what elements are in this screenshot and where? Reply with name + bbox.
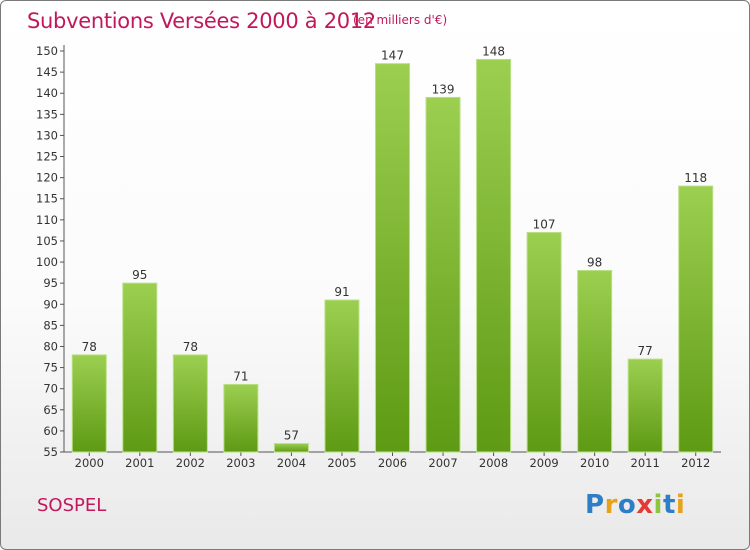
bar [526, 232, 562, 453]
bar [172, 354, 208, 453]
x-tick-label: 2000 [75, 456, 104, 470]
data-label: 98 [587, 255, 602, 269]
x-tick-label: 2011 [631, 456, 660, 470]
data-label: 147 [381, 49, 404, 63]
y-tick-label: 60 [43, 424, 58, 438]
y-tick-label: 130 [36, 128, 58, 142]
y-tick-label: 115 [36, 192, 58, 206]
x-tick-label: 2009 [529, 456, 558, 470]
bar [627, 358, 663, 453]
y-tick-label: 105 [36, 234, 58, 248]
y-tick-label: 65 [43, 403, 58, 417]
y-tick-label: 80 [43, 339, 58, 353]
bar [577, 269, 613, 453]
x-tick-label: 2004 [277, 456, 306, 470]
data-label: 118 [684, 171, 707, 185]
x-tick-label: 2002 [176, 456, 205, 470]
y-tick-label: 135 [36, 107, 58, 121]
data-label: 57 [284, 429, 299, 443]
proxiti-logo: Proxiti [585, 490, 686, 520]
bar [71, 354, 107, 453]
bar [273, 443, 309, 453]
data-label: 95 [132, 268, 147, 282]
x-tick-label: 2010 [580, 456, 609, 470]
y-tick-label: 145 [36, 65, 58, 79]
x-tick-label: 2003 [226, 456, 255, 470]
x-tick-label: 2001 [125, 456, 154, 470]
bar [425, 96, 461, 453]
x-tick-label: 2006 [378, 456, 407, 470]
y-tick-label: 110 [36, 213, 58, 227]
y-tick-label: 55 [43, 445, 58, 459]
y-tick-label: 75 [43, 361, 58, 375]
bar [223, 383, 259, 453]
x-tick-label: 2005 [327, 456, 356, 470]
y-tick-label: 125 [36, 150, 58, 164]
data-label: 148 [482, 44, 505, 58]
data-label: 78 [82, 340, 97, 354]
data-label: 78 [183, 340, 198, 354]
bar [678, 185, 714, 453]
commune-name: SOSPEL [37, 495, 107, 516]
y-tick-label: 150 [36, 44, 58, 58]
chart-title: Subventions Versées 2000 à 2012 [27, 9, 376, 33]
bar [375, 63, 410, 453]
x-tick-label: 2007 [428, 456, 457, 470]
data-label: 77 [638, 344, 653, 358]
y-tick-label: 70 [43, 382, 58, 396]
x-tick-label: 2012 [681, 456, 710, 470]
chart-unit: (en milliers d'€) [353, 13, 448, 27]
y-tick-label: 90 [43, 297, 58, 311]
bar [122, 282, 158, 453]
y-tick-label: 140 [36, 86, 58, 100]
bar [476, 58, 512, 453]
y-tick-label: 120 [36, 171, 58, 185]
y-tick-label: 85 [43, 318, 58, 332]
x-tick-label: 2008 [479, 456, 508, 470]
data-label: 139 [432, 82, 455, 96]
y-tick-label: 95 [43, 276, 58, 290]
data-label: 107 [533, 218, 556, 232]
bar [324, 299, 360, 453]
data-label: 71 [233, 369, 248, 383]
y-tick-label: 100 [36, 255, 58, 269]
data-label: 91 [334, 285, 349, 299]
